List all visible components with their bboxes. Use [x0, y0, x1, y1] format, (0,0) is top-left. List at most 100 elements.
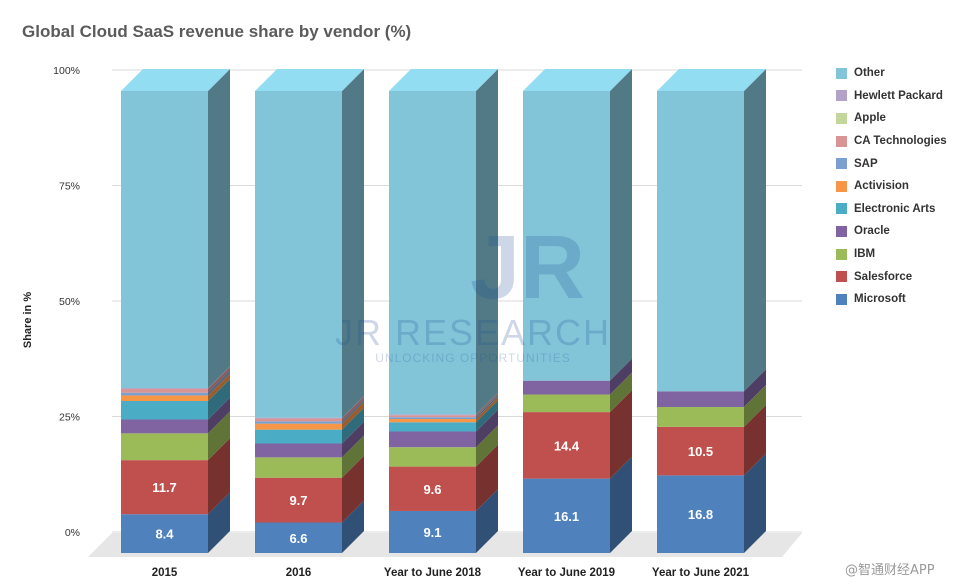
bar-side-activision: [208, 373, 230, 402]
bar-segment-salesforce: [657, 426, 744, 476]
bar-segment-microsoft: [523, 478, 610, 553]
bar-side-other: [744, 69, 766, 392]
bar-side-microsoft: [744, 453, 766, 553]
y-axis-label: Share in %: [22, 292, 34, 348]
watermark-text: @智通财经APP: [845, 563, 935, 578]
data-label: 9.1: [423, 525, 441, 540]
chart-title: Global Cloud SaaS revenue share by vendo…: [22, 22, 412, 41]
bar-segment-sap: [121, 392, 208, 396]
bar-side-microsoft: [208, 492, 230, 553]
bar-side-other: [342, 69, 364, 418]
bar-side-microsoft: [476, 488, 498, 553]
legend-swatch: [836, 203, 847, 215]
data-label: 16.8: [688, 507, 713, 522]
bar-segment-microsoft: [657, 475, 744, 553]
bar-side-salesforce: [342, 455, 364, 523]
bar-segment-ibm: [389, 447, 476, 467]
bar-side-hewlett-packard: [476, 392, 498, 416]
bar-segment-oracle: [255, 443, 342, 458]
legend-item-sap: SAP: [836, 152, 947, 175]
bar-segment-sap: [255, 421, 342, 424]
bar-segment-microsoft: [255, 522, 342, 553]
y-tick-label: 100%: [53, 65, 80, 77]
bar-segment-hewlett-packard: [121, 388, 208, 389]
bar-segment-ibm: [121, 433, 208, 461]
bar-side-ca-technologies: [476, 393, 498, 418]
legend-swatch: [836, 225, 847, 237]
bar-top-other: [523, 69, 632, 91]
legend-swatch: [836, 90, 847, 102]
y-tick-label: 25%: [59, 412, 80, 424]
bar-segment-ibm: [523, 394, 610, 413]
bar-side-ibm: [208, 411, 230, 461]
legend-item-activision: Activision: [836, 175, 947, 198]
data-label: 9.6: [423, 482, 441, 497]
legend-item-ca-technologies: CA Technologies: [836, 130, 947, 153]
bar-segment-oracle: [657, 391, 744, 408]
bar-side-oracle: [610, 358, 632, 395]
legend-item-salesforce: Salesforce: [836, 265, 947, 288]
bar-side-ibm: [342, 435, 364, 478]
y-tick-label: 50%: [59, 296, 80, 308]
x-tick-label: Year to June 2019: [518, 567, 615, 579]
bar-side-ibm: [610, 372, 632, 413]
data-label: 11.7: [152, 480, 177, 495]
bar-side-activision: [342, 401, 364, 430]
bar-segment-activision: [389, 419, 476, 423]
legend-item-oracle: Oracle: [836, 220, 947, 243]
svg-text:UNLOCKING OPPORTUNITIES: UNLOCKING OPPORTUNITIES: [375, 351, 570, 365]
bar-side-electronic-arts: [342, 407, 364, 444]
bar-stack-2016: [255, 69, 364, 553]
svg-text:JR: JR: [470, 218, 585, 318]
bar-side-hewlett-packard: [208, 366, 230, 389]
bar-side-electronic-arts: [208, 379, 230, 420]
bar-top-other: [255, 69, 364, 91]
bar-side-salesforce: [610, 390, 632, 479]
legend-swatch: [836, 271, 847, 283]
data-label: 6.6: [289, 531, 307, 546]
x-tick-label: 2016: [286, 567, 312, 579]
bar-stack-year-to-june-2021: [657, 69, 766, 553]
bar-segment-salesforce: [523, 412, 610, 479]
legend-label: Apple: [854, 112, 886, 125]
legend-label: Microsoft: [854, 293, 906, 306]
bar-top-other: [389, 69, 498, 91]
bar-segment-ca-technologies: [255, 418, 342, 422]
bar-segment-oracle: [121, 419, 208, 434]
x-tick-label: Year to June 2018: [384, 567, 482, 579]
bar-segment-electronic-arts: [121, 401, 208, 420]
bar-side-activision: [476, 397, 498, 423]
x-tick-label: Year to June 2021: [652, 567, 750, 579]
bar-side-electronic-arts: [476, 400, 498, 432]
bar-side-oracle: [342, 421, 364, 458]
data-label: 14.4: [554, 438, 580, 453]
bar-segment-hewlett-packard: [255, 417, 342, 419]
bar-segment-other: [657, 91, 744, 392]
bar-segment-oracle: [523, 380, 610, 395]
bar-segment-electronic-arts: [255, 429, 342, 444]
bar-side-other: [208, 69, 230, 389]
x-tick-label: 2015: [152, 567, 178, 579]
legend-label: IBM: [854, 248, 876, 261]
bar-segment-ca-technologies: [389, 415, 476, 418]
jr-research-logo: JR JR RESEARCH UNLOCKING OPPORTUNITIES: [335, 218, 609, 365]
bar-side-microsoft: [342, 500, 364, 553]
bar-segment-ibm: [255, 457, 342, 478]
legend-item-apple: Apple: [836, 107, 947, 130]
bar-side-salesforce: [208, 438, 230, 515]
data-label: 10.5: [688, 444, 713, 459]
legend-label: Activision: [854, 180, 909, 193]
legend-item-hewlett-packard: Hewlett Packard: [836, 85, 947, 108]
legend-label: CA Technologies: [854, 135, 947, 148]
legend-swatch: [836, 135, 847, 147]
bar-side-ibm: [744, 385, 766, 427]
bar-segment-other: [523, 91, 610, 381]
legend-swatch: [836, 112, 847, 124]
bar-segment-activision: [255, 423, 342, 430]
bar-segment-ibm: [657, 407, 744, 427]
bar-side-hewlett-packard: [342, 395, 364, 419]
bar-side-ca-technologies: [342, 396, 364, 422]
bar-stack-year-to-june-2018: [389, 69, 498, 553]
bar-segment-salesforce: [389, 466, 476, 511]
legend-label: Salesforce: [854, 270, 913, 283]
